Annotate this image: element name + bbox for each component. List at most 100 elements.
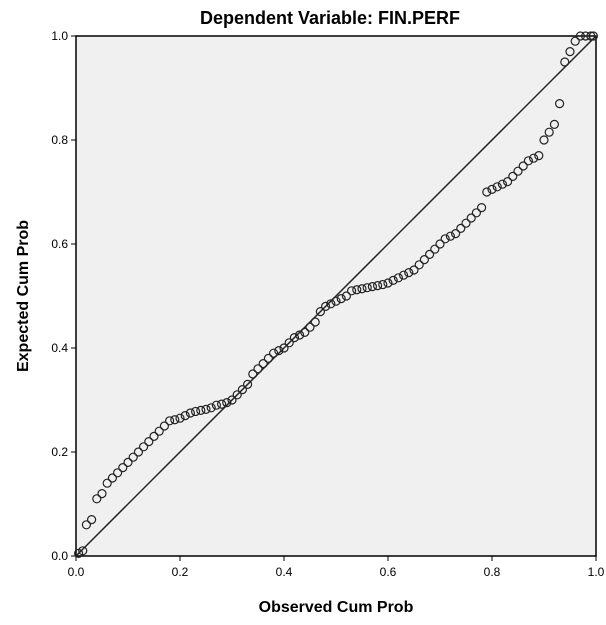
data-point bbox=[206, 403, 216, 413]
data-point bbox=[128, 452, 138, 462]
y-tick-label: 0.2 bbox=[51, 445, 68, 459]
data-point bbox=[310, 317, 320, 327]
data-point bbox=[588, 31, 599, 41]
data-point bbox=[102, 478, 112, 488]
data-point bbox=[399, 270, 409, 280]
data-point bbox=[414, 260, 424, 270]
data-point bbox=[81, 520, 92, 530]
data-point bbox=[123, 457, 133, 467]
data-point bbox=[165, 416, 175, 426]
data-point bbox=[357, 284, 367, 294]
data-point bbox=[112, 468, 123, 478]
data-point bbox=[232, 390, 242, 400]
data-point bbox=[269, 348, 279, 358]
data-point bbox=[191, 406, 201, 417]
data-point bbox=[284, 338, 294, 348]
data-point bbox=[159, 421, 169, 431]
data-point bbox=[279, 343, 289, 353]
x-tick-label: 1.0 bbox=[588, 565, 605, 579]
data-point bbox=[477, 203, 487, 213]
data-point bbox=[518, 161, 528, 171]
y-axis-title: Expected Cum Prob bbox=[15, 220, 32, 372]
y-tick-label: 0.0 bbox=[51, 549, 68, 563]
data-point bbox=[404, 268, 414, 278]
data-point bbox=[466, 213, 476, 223]
data-point bbox=[570, 36, 580, 46]
data-point bbox=[549, 119, 560, 130]
data-point bbox=[362, 283, 372, 293]
data-point bbox=[243, 379, 253, 389]
data-point bbox=[170, 415, 180, 425]
data-point bbox=[107, 473, 118, 483]
x-tick-label: 0.2 bbox=[172, 565, 189, 579]
x-axis-title: Observed Cum Prob bbox=[259, 599, 414, 616]
data-point bbox=[539, 135, 549, 145]
data-point bbox=[336, 294, 346, 304]
data-point bbox=[492, 182, 502, 192]
data-point bbox=[373, 281, 383, 291]
data-point bbox=[419, 255, 429, 265]
data-point bbox=[456, 223, 466, 233]
y-tick-label: 0.8 bbox=[51, 133, 68, 147]
y-tick-label: 1.0 bbox=[51, 29, 68, 43]
data-point bbox=[383, 278, 393, 288]
data-point bbox=[326, 299, 336, 309]
data-point bbox=[430, 244, 440, 254]
data-point bbox=[560, 57, 570, 67]
data-point bbox=[586, 31, 596, 41]
data-point bbox=[528, 153, 539, 163]
data-point bbox=[86, 514, 97, 525]
data-point bbox=[471, 208, 481, 218]
data-point bbox=[352, 285, 362, 295]
data-point bbox=[445, 231, 455, 241]
data-point bbox=[97, 489, 107, 499]
ticks-layer: 0.0 0.2 0.4 0.6 0.8 1.0 0.0 0.2 0.4 0.6 0.8 1.0 bbox=[51, 29, 604, 579]
data-point bbox=[347, 286, 357, 296]
data-point bbox=[196, 405, 206, 415]
data-point bbox=[144, 437, 154, 447]
data-point bbox=[315, 307, 325, 317]
data-point bbox=[139, 442, 149, 452]
data-point bbox=[503, 177, 513, 187]
data-point bbox=[185, 408, 195, 418]
data-point bbox=[487, 184, 497, 194]
data-point bbox=[544, 127, 554, 137]
data-point bbox=[154, 426, 164, 436]
points-layer bbox=[73, 31, 599, 559]
data-point bbox=[331, 296, 341, 306]
data-point bbox=[409, 265, 419, 275]
data-point bbox=[393, 273, 403, 283]
data-point bbox=[253, 364, 263, 374]
data-point bbox=[321, 301, 331, 311]
data-point bbox=[248, 369, 258, 379]
data-point bbox=[258, 359, 268, 369]
data-point bbox=[425, 249, 435, 259]
x-tick-label: 0.4 bbox=[276, 565, 293, 579]
x-tick-label: 0.0 bbox=[68, 565, 85, 579]
y-tick-label: 0.4 bbox=[51, 341, 68, 355]
data-point bbox=[305, 322, 315, 332]
data-point bbox=[513, 166, 523, 176]
data-point bbox=[300, 327, 310, 337]
data-point bbox=[201, 404, 211, 414]
data-point bbox=[554, 98, 565, 109]
data-point bbox=[482, 187, 492, 197]
data-point bbox=[451, 229, 461, 239]
data-point bbox=[367, 282, 377, 292]
data-point bbox=[497, 179, 507, 189]
data-point bbox=[175, 413, 185, 423]
reference-diagonal-line bbox=[75, 35, 597, 557]
data-point bbox=[274, 346, 284, 356]
data-point bbox=[534, 151, 544, 161]
data-point bbox=[180, 411, 190, 421]
chart-title: Dependent Variable: FIN.PERF bbox=[200, 8, 460, 28]
data-point bbox=[523, 156, 534, 166]
data-point bbox=[341, 291, 351, 301]
data-point bbox=[388, 275, 398, 285]
data-point bbox=[263, 353, 273, 363]
y-tick-label: 0.6 bbox=[51, 237, 68, 251]
data-point bbox=[440, 234, 450, 244]
data-point bbox=[461, 218, 471, 228]
data-point bbox=[565, 46, 575, 57]
